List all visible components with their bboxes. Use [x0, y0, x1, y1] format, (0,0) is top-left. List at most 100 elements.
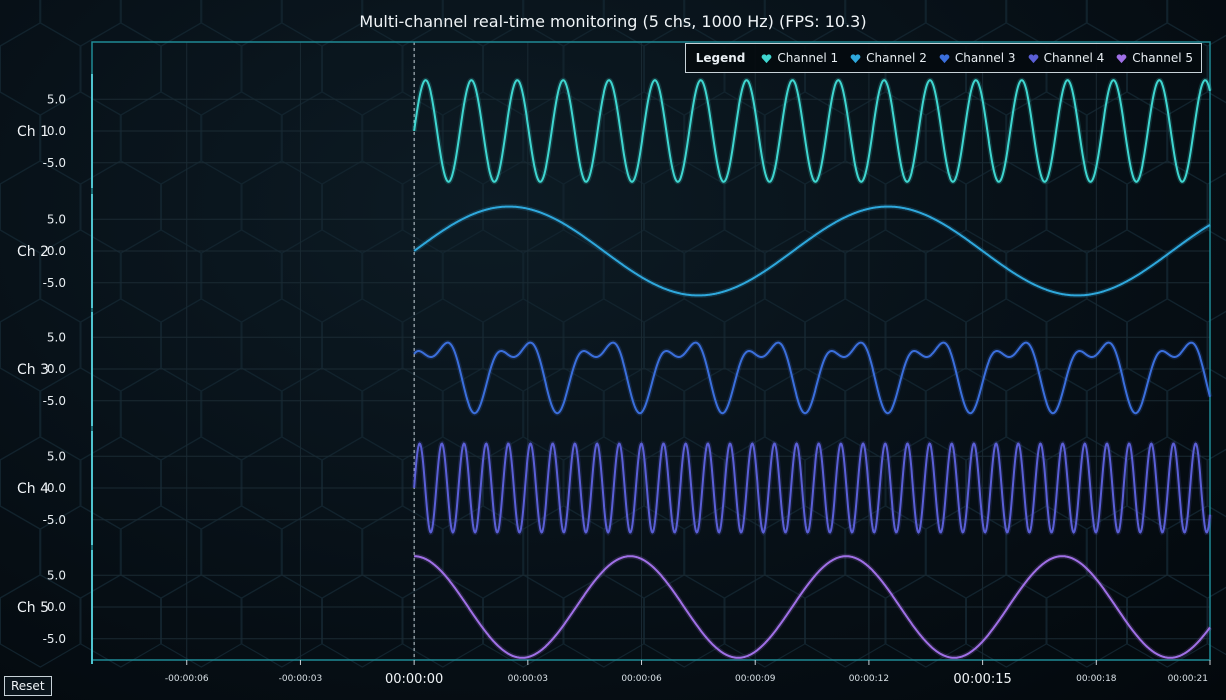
- hex-cell: [724, 574, 806, 668]
- hex-cell: [0, 574, 81, 668]
- x-tick-label: 00:00:15: [953, 672, 1011, 687]
- series-line-2: [413, 205, 1211, 297]
- legend-label: Channel 4: [1043, 51, 1105, 65]
- heart-icon: [850, 53, 861, 63]
- y-tick-label: 0.0: [47, 124, 66, 138]
- hex-cell: [804, 574, 886, 668]
- hex-cell: [120, 367, 202, 461]
- hex-cell: [281, 91, 363, 185]
- y-tick-label: 0.0: [47, 244, 66, 258]
- labels: Ch 1 5.0 0.0 -5.0 Ch 2 5.0 0.0 -5.0 Ch 3 5.0 0.0 -5…: [17, 92, 1208, 687]
- hex-cell: [201, 91, 282, 185]
- hex-cell: [1207, 34, 1226, 104]
- legend-label: Channel 5: [1132, 51, 1193, 65]
- x-tick-label: 00:00:06: [621, 674, 662, 684]
- legend-entry-channel-4[interactable]: Channel 4: [1028, 51, 1105, 65]
- hex-cell: [643, 574, 725, 668]
- hex-cell: [120, 91, 202, 185]
- heart-icon: [1028, 53, 1038, 63]
- legend-entry-channel-2[interactable]: Channel 2: [850, 51, 927, 65]
- hex-cell: [120, 229, 202, 323]
- hex-cell: [563, 298, 645, 392]
- y-tick-label: -5.0: [43, 156, 66, 170]
- hex-cell: [321, 160, 403, 254]
- x-tick-label: -00:00:03: [279, 674, 323, 684]
- hex-cell: [281, 367, 363, 461]
- hex-cell: [241, 574, 323, 668]
- legend-label: Channel 3: [954, 51, 1016, 65]
- y-tick-label: 0.0: [47, 481, 66, 495]
- x-tick-label: 00:00:21: [1168, 674, 1208, 684]
- x-tick-label: 00:00:18: [1076, 674, 1117, 684]
- hex-cell: [965, 574, 1047, 668]
- hex-cell: [1167, 229, 1226, 323]
- hex-cell: [0, 505, 41, 599]
- hex-cell: [201, 367, 282, 461]
- heart-icon: [939, 53, 950, 63]
- legend-label: Channel 1: [777, 51, 839, 65]
- y-tick-label: 5.0: [47, 330, 66, 344]
- y-tick-label: 5.0: [47, 212, 66, 226]
- hex-cell: [1207, 586, 1226, 656]
- hex-cell: [563, 160, 645, 254]
- hex-cell: [160, 22, 242, 116]
- channel-label: Ch 1: [17, 124, 49, 140]
- hex-background: [0, 0, 1226, 668]
- hex-cell: [321, 298, 403, 392]
- hex-cell: [321, 574, 403, 668]
- legend-entry-channel-5[interactable]: Channel 5: [1116, 51, 1193, 65]
- channel-label: Ch 2: [17, 244, 49, 260]
- series-line-3: [413, 341, 1211, 415]
- x-tick-label: 00:00:03: [508, 674, 548, 684]
- channel-label: Ch 3: [17, 362, 49, 378]
- x-tick-label: 00:00:09: [735, 674, 776, 684]
- hex-cell: [0, 229, 41, 323]
- hex-cell: [845, 229, 926, 323]
- hex-cell: [1207, 172, 1226, 242]
- hex-cell: [0, 160, 81, 254]
- hex-cell: [643, 160, 725, 254]
- series-line-4: [413, 442, 1211, 534]
- series-line-1: [413, 79, 1211, 183]
- x-tick-label: 00:00:00: [385, 672, 443, 687]
- hex-cell: [160, 574, 242, 668]
- legend: Legend Channel 1 Channel 2 Channel 3 Cha…: [684, 43, 1202, 73]
- hex-cell: [1046, 574, 1128, 668]
- hex-cell: [482, 574, 564, 668]
- heart-icon: [1116, 53, 1127, 63]
- reset-button[interactable]: Reset: [4, 676, 52, 696]
- hex-cell: [402, 22, 484, 116]
- hex-cell: [80, 574, 162, 668]
- hex-cell: [0, 91, 41, 185]
- hex-cell: [321, 22, 403, 116]
- hex-cell: [241, 298, 323, 392]
- hex-cell: [1207, 310, 1226, 380]
- hex-cell: [362, 367, 443, 461]
- x-tick-label: -00:00:06: [165, 674, 209, 684]
- hex-cell: [885, 574, 967, 668]
- hex-cell: [362, 229, 443, 323]
- hex-cell: [965, 298, 1047, 392]
- hex-cell: [0, 22, 81, 116]
- channel-label: Ch 5: [17, 600, 49, 616]
- channel-label: Ch 4: [17, 481, 49, 497]
- grid: [92, 42, 1211, 660]
- hex-cell: [885, 298, 967, 392]
- series-line-5: [414, 555, 1211, 659]
- hex-cell: [241, 436, 323, 530]
- chart-title: Multi-channel real-time monitoring (5 ch…: [359, 12, 867, 31]
- hex-cell: [201, 229, 282, 323]
- legend-entry-channel-3[interactable]: Channel 3: [939, 51, 1016, 65]
- legend-entry-channel-1[interactable]: Channel 1: [761, 51, 838, 65]
- y-tick-label: 5.0: [47, 568, 66, 582]
- y-tick-label: 0.0: [47, 600, 66, 614]
- hex-cell: [563, 574, 645, 668]
- series-layer: [411, 77, 1213, 661]
- hex-cell: [40, 367, 121, 461]
- hex-cell: [925, 229, 1007, 323]
- hex-cell: [321, 436, 403, 530]
- hex-cell: [965, 160, 1047, 254]
- hex-cell: [0, 367, 41, 461]
- hex-cell: [442, 229, 524, 323]
